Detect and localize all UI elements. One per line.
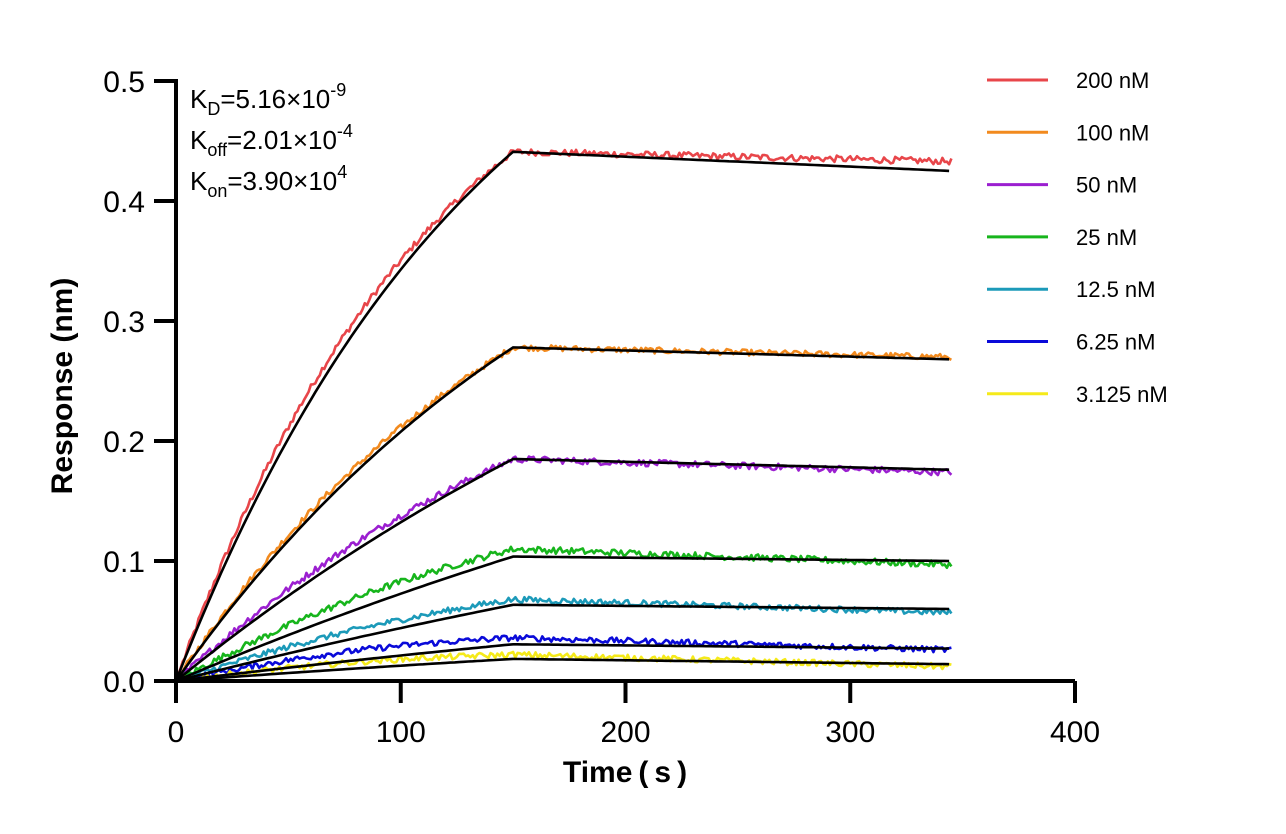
legend-label: 6.25 nM	[1076, 330, 1156, 355]
y-tick-label: 0.1	[103, 546, 145, 579]
fit-line-6	[175, 642, 950, 683]
legend-label: 100 nM	[1076, 120, 1149, 145]
tick-labels: 0 100 200 300 400 0.0 0.1 0.2 0.3 0.4 0.5	[103, 66, 1100, 749]
legend-label: 3.125 nM	[1076, 382, 1168, 407]
y-axis-title: Response (nm)	[46, 278, 79, 495]
y-tick-label: 0.2	[103, 426, 145, 459]
x-tick-label: 200	[600, 716, 650, 749]
x-axis-title: Time ( s )	[563, 756, 687, 789]
series-line-1	[174, 148, 953, 682]
legend-label: 50 nM	[1076, 173, 1137, 198]
koff-annotation: Koff=2.01×10-4	[190, 121, 353, 160]
legend: 200 nM 100 nM 50 nM 25 nM 12.5 nM 6.25 nM 3.12…	[987, 68, 1168, 407]
kinetic-constants: KD=5.16×10-9 Koff=2.01×10-4 Kon=3.90×104	[190, 80, 353, 201]
legend-label: 12.5 nM	[1076, 277, 1156, 302]
x-tick-label: 400	[1050, 716, 1100, 749]
fit-line-3	[175, 457, 950, 683]
series-line-2	[174, 344, 953, 682]
fit-line-7	[175, 657, 950, 683]
fit-line-1	[174, 150, 950, 682]
legend-label: 25 nM	[1076, 225, 1137, 250]
fit-line-5	[175, 603, 950, 683]
x-tick-label: 100	[376, 716, 426, 749]
x-tick-label: 0	[168, 716, 185, 749]
y-tick-label: 0.5	[103, 66, 145, 99]
plot-area	[174, 148, 953, 683]
fit-line-4	[175, 555, 950, 683]
y-tick-label: 0.3	[103, 306, 145, 339]
kon-annotation: Kon=3.90×104	[190, 162, 347, 201]
series-line-4	[175, 545, 953, 683]
x-tick-label: 300	[825, 716, 875, 749]
legend-label: 200 nM	[1076, 68, 1149, 93]
kd-annotation: KD=5.16×10-9	[190, 80, 346, 119]
series-line-5	[175, 595, 953, 683]
series-line-6	[175, 633, 952, 683]
fit-line-2	[174, 346, 950, 682]
y-tick-label: 0.0	[103, 666, 145, 699]
series-line-3	[175, 455, 953, 682]
axes	[154, 79, 1077, 703]
y-tick-label: 0.4	[103, 186, 145, 219]
